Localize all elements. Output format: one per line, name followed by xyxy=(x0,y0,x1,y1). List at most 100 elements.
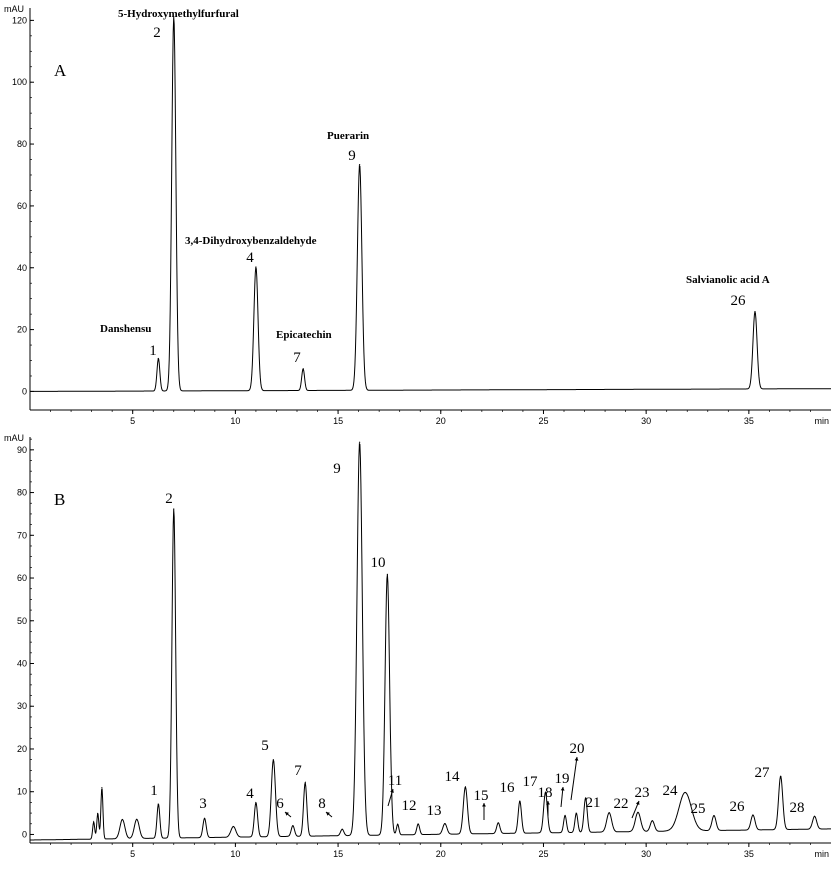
p1-peak-arrow-20 xyxy=(570,756,578,801)
p1-peak-number-18: 18 xyxy=(538,785,553,801)
p1-peak-apex-17 xyxy=(544,791,547,793)
p1-x-unit-label: min xyxy=(814,849,829,859)
p1-peak-number-21: 21 xyxy=(586,795,601,811)
p1-peak-apex-2 xyxy=(173,508,175,510)
p1-peak-number-26: 26 xyxy=(730,799,746,815)
p1-peak-apex-27 xyxy=(780,775,782,777)
p0-y-tick-label: 120 xyxy=(12,15,27,25)
p1-peak-number-4: 4 xyxy=(246,786,254,802)
p0-y-tick-label: 80 xyxy=(17,139,27,149)
p0-compound-name-1: Danshensu xyxy=(100,323,151,335)
p1-peak-number-28: 28 xyxy=(790,800,805,816)
p1-x-tick-label: 20 xyxy=(436,849,446,859)
p1-peak-number-24: 24 xyxy=(663,783,679,799)
p1-peak-number-11: 11 xyxy=(388,773,402,789)
p0-y-tick-label: 100 xyxy=(12,77,27,87)
p1-peak-apex-21 xyxy=(608,812,610,814)
p1-y-tick-label: 10 xyxy=(17,787,27,797)
p0-x-unit-label: min xyxy=(814,416,829,426)
p0-peak-number-1: 1 xyxy=(149,343,157,359)
p1-y-tick-label: 30 xyxy=(17,701,27,711)
p1-peak-number-14: 14 xyxy=(445,769,461,785)
p1-peak-apex-26 xyxy=(752,814,754,816)
p1-peak-apex-unlabeled-0 xyxy=(93,821,95,823)
p1-peak-number-22: 22 xyxy=(614,796,629,812)
p1-peak-number-23: 23 xyxy=(635,785,650,801)
p1-peak-number-19: 19 xyxy=(555,771,570,787)
p1-peak-apex-unlabeled-8 xyxy=(232,825,234,828)
p1-peak-apex-15 xyxy=(497,822,499,824)
p0-y-tick-label: 60 xyxy=(17,201,27,211)
p1-x-tick-label: 30 xyxy=(641,849,651,859)
p0-peak-apex-2 xyxy=(173,16,175,18)
p0-x-tick-label: 20 xyxy=(436,416,446,426)
p1-peak-apex-24 xyxy=(684,791,686,794)
p1-peak-number-7: 7 xyxy=(294,763,302,779)
p1-peak-apex-11 xyxy=(397,823,399,825)
p1-y-unit-label: mAU xyxy=(4,433,24,443)
p0-x-tick-label: 5 xyxy=(130,416,135,426)
p1-peak-apex-18 xyxy=(564,814,566,817)
p0-y-tick-label: 40 xyxy=(17,263,27,273)
p0-x-tick-label: 25 xyxy=(538,416,548,426)
p0-compound-name-4: 3,4-Dihydroxybenzaldehyde xyxy=(185,235,317,247)
p0-x-tick-label: 35 xyxy=(744,416,754,426)
p0-peak-number-2: 2 xyxy=(153,25,161,41)
p1-peak-number-2: 2 xyxy=(165,491,173,507)
p0-compound-name-26: Salvianolic acid A xyxy=(686,274,770,286)
p1-peak-apex-19 xyxy=(575,812,577,814)
p1-peak-number-3: 3 xyxy=(199,796,207,812)
p0-peak-number-4: 4 xyxy=(246,250,254,266)
p1-peak-apex-10 xyxy=(386,573,388,575)
p1-peak-arrowhead-23 xyxy=(635,801,640,805)
p1-peak-apex-12 xyxy=(417,823,419,825)
p0-x-tick-label: 10 xyxy=(230,416,240,426)
p1-peak-number-9: 9 xyxy=(333,461,341,477)
p0-peak-apex-9 xyxy=(359,163,361,166)
p0-peak-apex-4 xyxy=(255,266,257,268)
p1-x-tick-label: 5 xyxy=(130,849,135,859)
p1-y-tick-label: 20 xyxy=(17,744,27,754)
p1-peak-arrowhead-15 xyxy=(482,803,486,807)
p1-peak-number-13: 13 xyxy=(427,803,442,819)
p0-panel-label: A xyxy=(54,61,67,80)
p1-peak-apex-22 xyxy=(637,811,639,813)
p1-peak-number-20: 20 xyxy=(570,741,585,757)
p1-peak-apex-4 xyxy=(255,802,257,804)
p0-peak-apex-26 xyxy=(754,311,756,313)
p1-panel-label: B xyxy=(54,490,65,509)
p1-peak-number-1: 1 xyxy=(150,783,158,799)
p1-y-tick-label: 80 xyxy=(17,488,27,498)
p0-compound-name-2: 5-Hydroxymethylfurfural xyxy=(118,8,239,20)
p1-y-tick-label: 50 xyxy=(17,616,27,626)
p1-y-tick-label: 40 xyxy=(17,659,27,669)
p1-peak-arrowhead-20 xyxy=(574,757,579,761)
p0-peak-apex-7 xyxy=(302,368,304,370)
p1-peak-apex-8 xyxy=(341,828,343,830)
p1-peak-apex-14 xyxy=(464,786,467,788)
p0-chromatogram-trace xyxy=(30,17,831,392)
p1-peak-apex-7 xyxy=(304,782,306,784)
p1-peak-number-8: 8 xyxy=(318,796,326,812)
p1-peak-apex-unlabeled-1 xyxy=(97,812,99,815)
p1-peak-number-16: 16 xyxy=(500,780,516,796)
p1-peak-apex-5 xyxy=(272,759,274,761)
p1-peak-number-27: 27 xyxy=(755,765,771,781)
p1-chromatogram-trace xyxy=(30,442,831,841)
p1-peak-number-25: 25 xyxy=(691,801,706,817)
p1-peak-apex-unlabeled-3 xyxy=(121,818,124,821)
p0-y-unit-label: mAU xyxy=(4,4,24,14)
p1-y-tick-label: 70 xyxy=(17,530,27,540)
p1-peak-arrowhead-18 xyxy=(546,801,550,805)
p0-compound-name-7: Epicatechin xyxy=(276,329,332,341)
p1-peak-apex-9 xyxy=(359,441,361,443)
p1-peak-arrowhead-8 xyxy=(326,812,330,816)
p1-peak-apex-28 xyxy=(813,815,816,817)
p1-peak-number-17: 17 xyxy=(523,774,539,790)
p1-peak-number-12: 12 xyxy=(402,798,417,814)
p0-peak-apex-1 xyxy=(157,357,159,360)
p1-peak-number-6: 6 xyxy=(276,796,284,812)
p0-peak-number-7: 7 xyxy=(293,350,301,366)
p1-peak-arrowhead-6 xyxy=(285,812,289,816)
p1-peak-apex-25 xyxy=(713,814,715,817)
